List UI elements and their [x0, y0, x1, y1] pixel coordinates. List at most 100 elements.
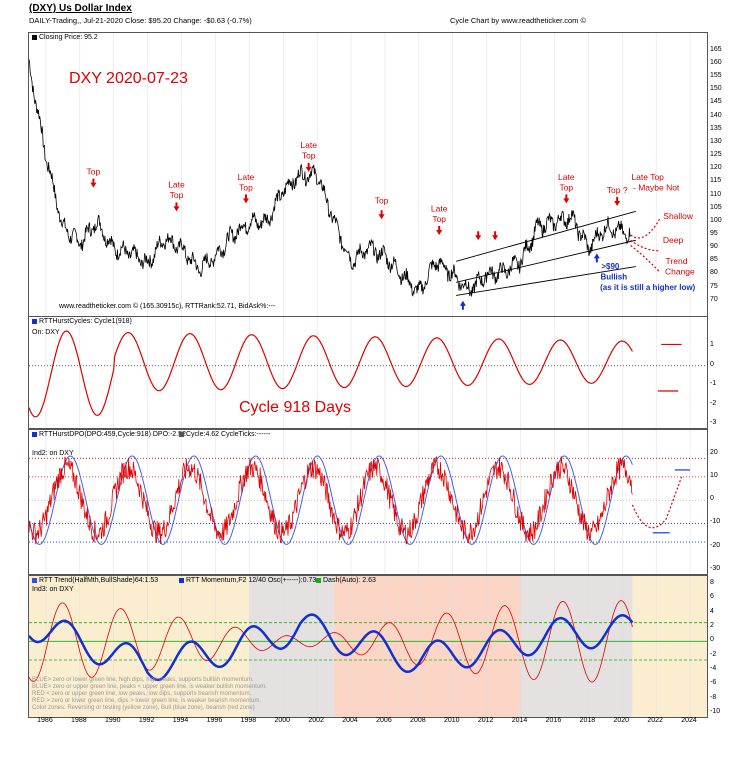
y-tick-label: 0 [710, 495, 714, 503]
trend-legend-3: Dash(Auto): 2.63 [316, 577, 376, 584]
x-tick-label: 1988 [71, 717, 87, 724]
projection-path [630, 218, 661, 239]
x-tick-label: 2002 [308, 717, 324, 724]
x-axis: 1986 1988 1990 1992 1994 1996 1998 2000 2002 2004… [28, 717, 706, 729]
y-tick-label: 95 [710, 229, 718, 237]
y-tick-label: 0 [710, 636, 714, 644]
annotation-label: Top [170, 190, 184, 200]
x-tick-label: 2006 [376, 717, 392, 724]
cycle-series-line [29, 330, 633, 418]
price-footer: www.readtheticker.com © (165.30915c), RT… [59, 303, 276, 310]
down-arrow [378, 210, 385, 220]
annotation-label: Bullish [600, 273, 627, 282]
down-arrow [614, 197, 621, 207]
trend-note-4: RED > zero or lower green line, dips > l… [32, 698, 262, 704]
y-tick-label: 110 [710, 190, 722, 198]
y-tick-label: 85 [710, 256, 718, 264]
x-tick-label: 1992 [138, 717, 155, 724]
trend-channel-line [456, 210, 636, 262]
trend-line [29, 613, 634, 682]
x-tick-label: 2000 [274, 717, 291, 724]
price-series-line [29, 59, 631, 297]
y-tick-label: 125 [710, 151, 722, 159]
dpo-projection-path [631, 476, 683, 529]
y-tick-label: 160 [710, 59, 722, 67]
x-tick-label: 2010 [443, 717, 460, 724]
down-arrow [173, 202, 180, 212]
y-tick-label: 105 [710, 203, 722, 211]
annotation-label: Late [300, 140, 317, 150]
y-tick-label: 20 [710, 448, 718, 456]
y-tick-label: -3 [710, 419, 717, 426]
y-tick-label: -30 [710, 565, 721, 572]
y-tick-label: 2 [710, 622, 714, 629]
momentum-line [29, 600, 633, 683]
annotation-label: Top [375, 195, 389, 205]
y-tick-label: -8 [710, 693, 717, 701]
trend-note-2: BLUE> zero or upper green line, peaks < … [32, 684, 267, 690]
trend-channel-line [456, 239, 636, 283]
chart-header: (DXY) Us Dollar Index DAILY-Trading,, Ju… [0, 0, 737, 32]
trend-legend-1: RTT Trend(HalfMth,BullShade)64:1.53 [32, 577, 158, 584]
down-arrow [492, 231, 499, 241]
y-tick-label: 8 [710, 579, 714, 586]
chart-title[interactable]: (DXY) Us Dollar Index [29, 3, 132, 14]
x-tick-label: 2018 [579, 717, 596, 724]
y-tick-label: -1 [710, 380, 717, 388]
y-tick-label: -4 [710, 665, 717, 672]
projection-path [630, 239, 660, 252]
x-tick-label: 1986 [37, 717, 53, 724]
x-tick-label: 2014 [511, 717, 528, 724]
annotation-label: Top [87, 167, 101, 177]
dpo-smooth-line [29, 455, 633, 545]
down-arrow [242, 194, 249, 204]
annotation-label: Late [558, 172, 575, 182]
color-zone [249, 576, 335, 717]
trend-note-1: BLUE> zero or lower green line, high dip… [32, 677, 254, 683]
annotation-label: Deep [663, 235, 684, 245]
x-tick-label: 1994 [172, 717, 189, 724]
y-tick-label: 90 [710, 243, 718, 251]
y-tick-label: 10 [710, 471, 718, 479]
y-tick-label: 6 [710, 593, 714, 601]
y-tick-label: 100 [710, 216, 722, 224]
trend-legend-2: RTT Momentum,F2 12/40 Osc(+-----):0.73 [179, 577, 316, 584]
annotation-label: Top [302, 151, 316, 161]
x-tick-label: 2004 [342, 717, 358, 724]
color-zone [520, 576, 633, 717]
chart-source: Cycle Chart by www.readtheticker.com © [450, 16, 586, 25]
trend-note-3: RED < zero or upper green line, low peak… [32, 691, 252, 697]
y-tick-label: 80 [710, 269, 718, 277]
y-tick-label: -20 [710, 541, 721, 549]
dpo-chart [29, 430, 707, 574]
cycle-big-title: Cycle 918 Days [239, 399, 351, 416]
y-tick-label: 155 [710, 72, 722, 80]
annotation-label: Shallow [663, 211, 694, 221]
chart-big-title: DXY 2020-07-23 [69, 70, 188, 87]
x-tick-label: 2024 [681, 717, 697, 724]
x-tick-label: 1990 [104, 717, 121, 724]
y-tick-label: 135 [710, 124, 722, 132]
annotation-label: >$90 [601, 262, 620, 271]
x-tick-label: 2020 [613, 717, 630, 724]
annotation-label: - Maybe Not [633, 182, 680, 192]
dpo-y-axis: -30 -20 -10 0 10 20 [706, 429, 737, 573]
annotation-label: (as it is still a higher low) [600, 283, 695, 292]
annotation-label: Late Top [631, 172, 664, 182]
annotation-label: Late [431, 203, 448, 213]
price-legend: Closing Price: 95.2 [32, 34, 98, 41]
annotation-label: Top [559, 182, 573, 192]
cycle-panel: Cycle 918 Days RTTHurstCycles: Cycle1(91… [28, 316, 708, 429]
y-tick-label: 75 [710, 282, 718, 290]
trend-chart [29, 576, 707, 717]
x-tick-label: 2022 [647, 717, 663, 724]
annotation-label: Change [665, 266, 695, 276]
price-y-axis: 70 75 80 85 90 95 100 105 110 115 120 125 130 135 140 1… [706, 32, 737, 315]
annotation-label: Late [168, 180, 185, 190]
down-arrow [90, 178, 97, 188]
dpo-legend: RTTHurstDPO(DPO:459,Cycle:918) DPO:-2.52 [32, 431, 186, 438]
trend-y-axis: -10 -8 -6 -4 -2 0 2 4 6 8 [706, 575, 737, 716]
x-tick-label: 2008 [410, 717, 426, 724]
cycle-sublabel: On: DXY [32, 329, 60, 336]
cycle-y-axis: -3 -2 -1 0 1 [706, 316, 737, 427]
